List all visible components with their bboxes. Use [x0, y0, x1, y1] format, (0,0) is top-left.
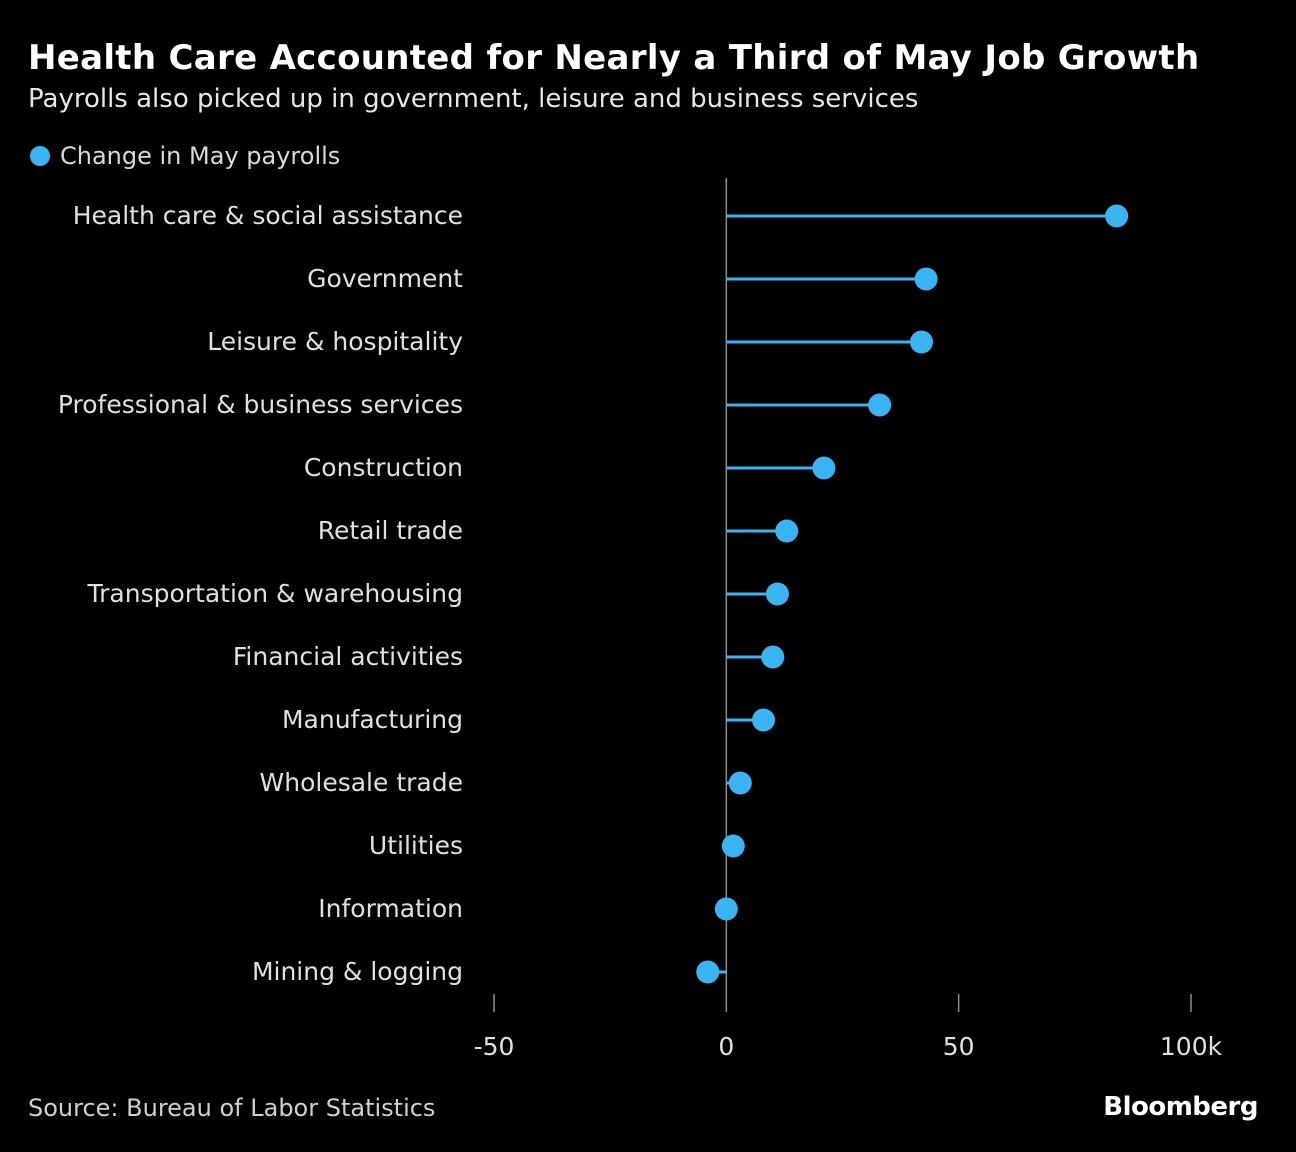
- x-tick-label: 0: [718, 1032, 734, 1061]
- category-label: Health care & social assistance: [73, 201, 463, 230]
- lollipop-point: [868, 393, 892, 417]
- lollipop-point: [728, 771, 752, 795]
- lollipop-point: [752, 708, 776, 732]
- lollipop-point: [909, 330, 933, 354]
- legend-marker-icon: [30, 146, 50, 166]
- category-label: Construction: [304, 453, 463, 482]
- category-label: Professional & business services: [58, 390, 463, 419]
- category-label: Wholesale trade: [260, 768, 463, 797]
- category-label: Manufacturing: [282, 705, 463, 734]
- x-tick-label: 100k: [1160, 1032, 1223, 1061]
- lollipop-point: [1105, 204, 1129, 228]
- category-label: Financial activities: [233, 642, 463, 671]
- legend: Change in May payrolls: [30, 142, 340, 170]
- x-tick-label: -50: [474, 1032, 515, 1061]
- category-label: Transportation & warehousing: [87, 579, 463, 608]
- category-label: Retail trade: [318, 516, 463, 545]
- bloomberg-logo: Bloomberg: [1103, 1092, 1258, 1122]
- lollipop-point: [761, 645, 785, 669]
- lollipop-point: [714, 897, 738, 921]
- lollipop-point: [696, 960, 720, 984]
- category-label: Leisure & hospitality: [207, 327, 463, 356]
- chart-subtitle: Payrolls also picked up in government, l…: [28, 84, 919, 114]
- lollipop-point: [775, 519, 799, 543]
- source-note: Source: Bureau of Labor Statistics: [28, 1094, 436, 1122]
- category-label: Utilities: [369, 831, 463, 860]
- lollipop-point: [812, 456, 836, 480]
- lollipop-point: [721, 834, 745, 858]
- x-tick-label: 50: [943, 1032, 975, 1061]
- legend-label: Change in May payrolls: [60, 142, 341, 170]
- lollipop-point: [765, 582, 789, 606]
- category-label: Government: [307, 264, 463, 293]
- chart-title: Health Care Accounted for Nearly a Third…: [28, 38, 1200, 78]
- category-label: Information: [318, 894, 463, 923]
- lollipop-point: [914, 267, 938, 291]
- category-label: Mining & logging: [252, 957, 463, 986]
